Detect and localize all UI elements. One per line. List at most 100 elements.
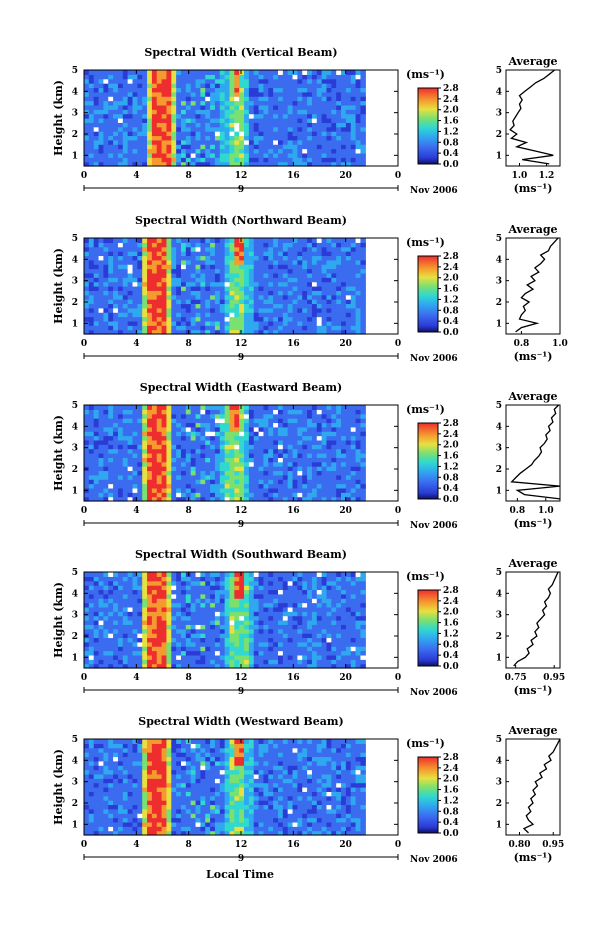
heatmap-cell [117,646,124,652]
heatmap-cell [171,663,177,669]
heatmap-cell [268,113,274,119]
heatmap-cell [93,628,100,634]
heatmap-cell [161,259,168,265]
heatmap-cell [113,320,119,326]
heatmap-cell [258,246,265,252]
heatmap-cell [307,272,313,278]
heatmap-cell [258,259,265,265]
heatmap-cell [273,496,279,502]
heatmap-cell [224,439,231,445]
heatmap-cell [113,602,119,608]
heatmap-cell [311,457,318,463]
heatmap-cell [263,139,269,145]
heatmap-cell [210,264,216,270]
heatmap-cell [258,602,265,608]
heatmap-cell [190,585,197,591]
heatmap-cell [88,316,95,322]
heatmap-cell [297,448,303,454]
heatmap-cell [307,96,313,102]
heatmap-cell [132,576,138,582]
heatmap-cell [156,78,163,84]
heatmap-cell [103,100,109,106]
heatmap-cell [302,496,308,502]
heatmap-cell [345,487,352,493]
heatmap-cell [147,413,153,419]
heatmap-cell [258,255,265,261]
heatmap-cell [311,312,318,318]
heatmap-cell [345,144,352,150]
heatmap-cell [205,135,211,141]
heatmap-cell [268,264,274,270]
heatmap-cell [161,148,168,154]
heatmap-cell [84,157,90,163]
heatmap-cell [248,650,255,656]
heatmap-cell [244,633,250,639]
heatmap-cell [171,246,177,252]
heatmap-cell [321,466,328,472]
heatmap-cell [331,457,337,463]
heatmap-cell [302,448,308,454]
heatmap-cell [229,624,235,630]
heatmap-cell [311,294,318,300]
heatmap-cell [122,615,129,621]
heatmap-cell [113,139,119,145]
heatmap-cell [176,78,182,84]
heatmap-cell [277,426,284,432]
heatmap-cell [147,109,153,115]
heatmap-cell [103,457,109,463]
heatmap-cell [103,448,109,454]
heatmap-cell [205,659,211,665]
heatmap-cell [156,329,163,335]
heatmap-cell [268,109,274,115]
heatmap-cell [268,268,274,274]
heatmap-cell [84,431,90,437]
heatmap-cell [341,251,347,257]
heatmap-cell [282,70,289,75]
heatmap-cell [132,325,138,331]
heatmap-cell [219,100,226,106]
heatmap-cell [171,479,177,485]
heatmap-cell [93,303,100,309]
heatmap-cell [302,96,308,102]
heatmap-cell [88,290,95,296]
heatmap-cell [345,426,352,432]
heatmap-cell [166,422,172,428]
heatmap-cell [268,474,274,480]
heatmap-cell [258,152,265,158]
heatmap-cell [84,329,90,335]
heatmap-cell [185,152,192,158]
x-tick-label: 12 [235,339,248,349]
heatmap-cell [277,646,284,652]
heatmap-cell [321,307,328,313]
heatmap-cell [219,290,226,296]
heatmap-cell [190,576,197,582]
heatmap-cell [224,152,231,158]
heatmap-cell [127,299,134,305]
heatmap-cell [219,246,226,252]
heatmap-cell [190,259,197,265]
heatmap-cell [132,461,138,467]
heatmap-cell [142,246,148,252]
heatmap-cell [171,135,177,141]
heatmap-cell [229,611,235,617]
heatmap-cell [84,413,90,419]
heatmap-cell [161,320,168,326]
heatmap-cell [244,637,250,643]
heatmap-cell [103,238,109,243]
heatmap-cell [239,466,245,472]
heatmap-cell [127,294,134,300]
heatmap-cell [239,598,245,604]
heatmap-cell [93,598,100,604]
heatmap-cell [229,620,235,625]
heatmap-cell [176,113,182,119]
heatmap-cell [195,572,201,577]
heatmap-cell [234,602,240,608]
heatmap-cell [360,453,366,458]
x-tick-label: 12 [235,506,248,516]
heatmap-cell [219,144,226,150]
heatmap-cell [156,144,163,150]
heatmap-cell [273,312,279,318]
heatmap-cell [190,272,197,278]
heatmap-cell [311,496,318,502]
heatmap-cell [336,286,342,291]
